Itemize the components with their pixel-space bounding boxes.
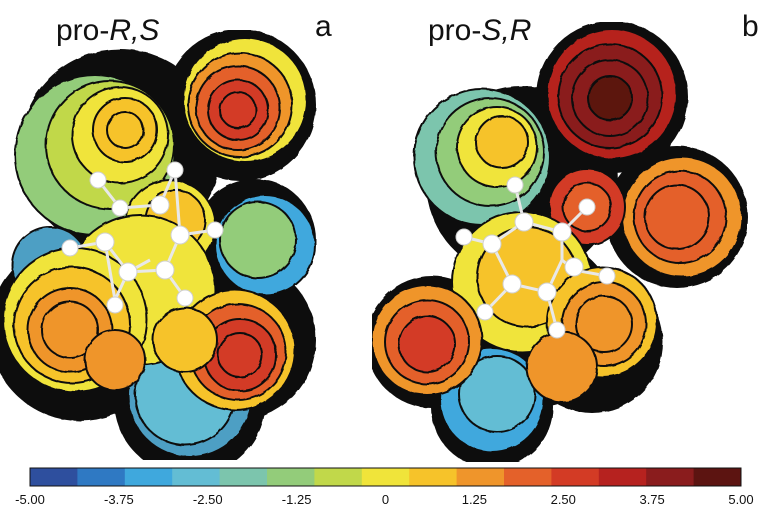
color-scale-segment: [219, 468, 268, 486]
color-scale-tick-label: 1.25: [461, 492, 488, 507]
color-scale-segment: [361, 468, 410, 486]
molecule-b-surface: [372, 22, 748, 462]
color-scale-tick-label: 2.50: [550, 492, 576, 507]
color-scale-tick-label: 0: [381, 492, 390, 507]
panel-a-prefix: pro-: [56, 14, 110, 47]
color-scale-segment: [504, 468, 552, 486]
color-scale-tick-label: -2.50: [192, 492, 223, 507]
color-scale-tick-label: -1.25: [281, 492, 312, 507]
panel-b-config: S,R: [481, 14, 532, 47]
color-scale-tick-label: 5.00: [728, 492, 754, 507]
color-scale-segment: [124, 468, 173, 486]
color-scale-segment: [77, 468, 126, 486]
color-scale-tick-label: -5.00: [15, 492, 45, 507]
color-scale-segment: [314, 468, 363, 486]
color-scale-segment: [693, 468, 742, 486]
panel-a-letter: a: [315, 10, 332, 43]
panel-b-letter: b: [742, 10, 759, 43]
panel-a-title: pro-R,S: [56, 14, 159, 48]
color-scale-segment: [551, 468, 600, 486]
panel-a-config: R,S: [109, 14, 160, 47]
color-scale-bar: [29, 467, 742, 487]
color-scale-tick-label: -3.75: [104, 492, 134, 507]
color-scale-segment: [409, 468, 458, 486]
panel-b-title: pro-S,R: [428, 14, 531, 48]
color-scale-tick-label: 3.75: [639, 492, 665, 507]
color-scale-segment: [646, 468, 695, 486]
color-scale-segment: [172, 468, 221, 486]
color-scale-segment: [598, 468, 647, 486]
color-scale-segment: [267, 468, 315, 486]
panel-b-prefix: pro-: [428, 14, 482, 47]
molecule-a-surface: [0, 30, 316, 460]
color-scale-segment: [30, 468, 78, 486]
color-scale-segment: [456, 468, 505, 486]
